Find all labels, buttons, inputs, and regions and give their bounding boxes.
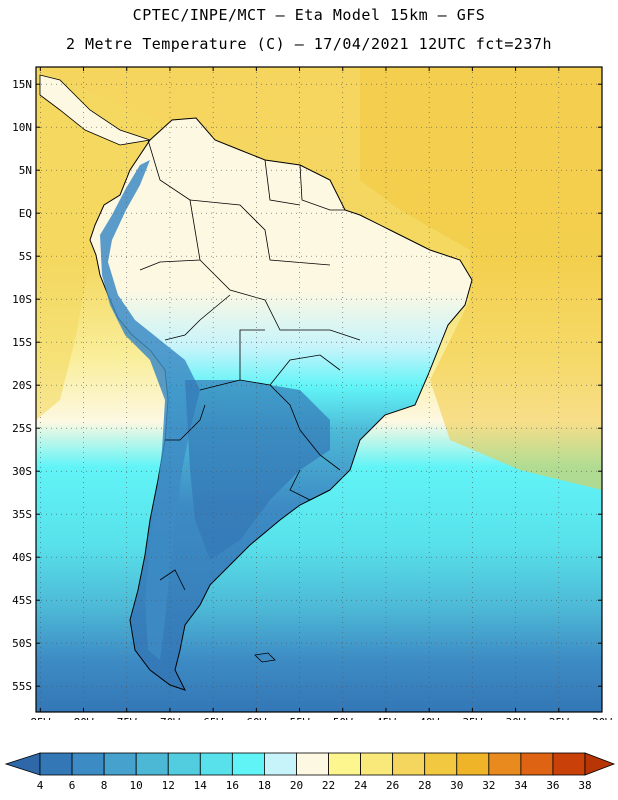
map-title-line1: CPTEC/INPE/MCT – Eta Model 15km – GFS (132, 6, 486, 24)
lat-label: 25S (12, 422, 32, 435)
lat-label: 5S (19, 250, 32, 263)
colorbar-swatch (328, 752, 361, 776)
central-america-land (39, 74, 151, 146)
colorbar-label: 24 (354, 779, 368, 792)
lon-label: 40W (419, 716, 439, 720)
lon-label: 25W (549, 716, 569, 720)
colorbar-label: 4 (37, 779, 44, 792)
colorbar-label: 14 (194, 779, 208, 792)
colorbar-swatch (296, 752, 329, 776)
colorbar-label: 20 (290, 779, 303, 792)
colorbar-swatch (520, 752, 554, 776)
lat-label: 15N (12, 78, 32, 91)
colorbar-swatch (71, 752, 105, 776)
colorbar-under-arrow (4, 752, 41, 776)
colorbar-swatch (424, 752, 458, 776)
colorbar-label: 38 (578, 779, 591, 792)
lat-label: 15S (12, 336, 32, 349)
lat-label: 10S (12, 293, 32, 306)
colorbar-swatch (39, 752, 73, 776)
lon-label: 20W (592, 716, 612, 720)
longitude-labels: 85W 80W 75W 70W 65W 60W 55W 50W 45W 40W 35W 30W 25W 2… (30, 716, 612, 720)
colorbar: 4 6 8 10 12 14 16 18 20 22 24 26 28 30 32 34 36 38 (4, 752, 616, 792)
lon-label: 30W (506, 716, 526, 720)
lat-label: 55S (12, 680, 32, 693)
colorbar-label: 16 (226, 779, 239, 792)
lat-label: 20S (12, 379, 32, 392)
colorbar-label: 10 (130, 779, 143, 792)
lon-label: 80W (74, 716, 94, 720)
colorbar-label: 34 (514, 779, 528, 792)
colorbar-swatch (199, 752, 233, 776)
colorbar-swatch (264, 752, 297, 776)
colorbar-swatch (231, 752, 265, 776)
southern-interior-cold (185, 380, 330, 560)
lat-label: 45S (12, 594, 32, 607)
map-title-line2: 2 Metre Temperature (C) – 17/04/2021 12U… (65, 35, 553, 53)
lat-label: EQ (19, 207, 32, 220)
lon-label: 45W (376, 716, 396, 720)
colorbar-over-arrow (584, 752, 616, 776)
colorbar-swatch (135, 752, 169, 776)
colorbar-label: 32 (482, 779, 495, 792)
lon-label: 85W (30, 716, 50, 720)
colorbar-label: 28 (418, 779, 431, 792)
lon-label: 70W (160, 716, 180, 720)
falkland-islands (254, 652, 276, 663)
colorbar-swatch (167, 752, 201, 776)
colorbar-swatch (552, 752, 586, 776)
lat-label: 35S (12, 508, 32, 521)
latitude-labels: 15N 10N 5N EQ 5S 10S 15S 20S 25S 30S 35S 40S 45S 50S 5… (12, 78, 32, 693)
colorbar-label: 26 (386, 779, 399, 792)
colorbar-label: 18 (258, 779, 271, 792)
country-borders (139, 139, 361, 591)
lat-label: 50S (12, 637, 32, 650)
temperature-map: 15N 10N 5N EQ 5S 10S 15S 20S 25S 30S 35S 40S 45S 50S 5… (12, 66, 612, 720)
andes-cold-belt (100, 160, 200, 660)
colorbar-swatch (360, 752, 394, 776)
atlantic-warm-area (360, 67, 602, 490)
lon-label: 35W (462, 716, 482, 720)
lat-label: 30S (12, 465, 32, 478)
lon-label: 50W (333, 716, 353, 720)
colorbar-label: 30 (450, 779, 463, 792)
colorbar-label: 22 (322, 779, 335, 792)
colorbar-label: 6 (69, 779, 76, 792)
lon-label: 75W (117, 716, 137, 720)
lon-label: 60W (246, 716, 266, 720)
lon-label: 65W (203, 716, 223, 720)
colorbar-swatch (488, 752, 522, 776)
colorbar-label: 8 (101, 779, 108, 792)
colorbar-label: 36 (546, 779, 559, 792)
colorbar-label: 12 (162, 779, 175, 792)
colorbar-swatch (392, 752, 426, 776)
graticule (36, 67, 603, 712)
colorbar-swatch (103, 752, 137, 776)
lon-label: 55W (290, 716, 310, 720)
lat-label: 10N (12, 121, 32, 134)
map-frame (35, 66, 603, 713)
lat-label: 40S (12, 551, 32, 564)
lat-label: 5N (19, 164, 32, 177)
colorbar-swatch (456, 752, 490, 776)
